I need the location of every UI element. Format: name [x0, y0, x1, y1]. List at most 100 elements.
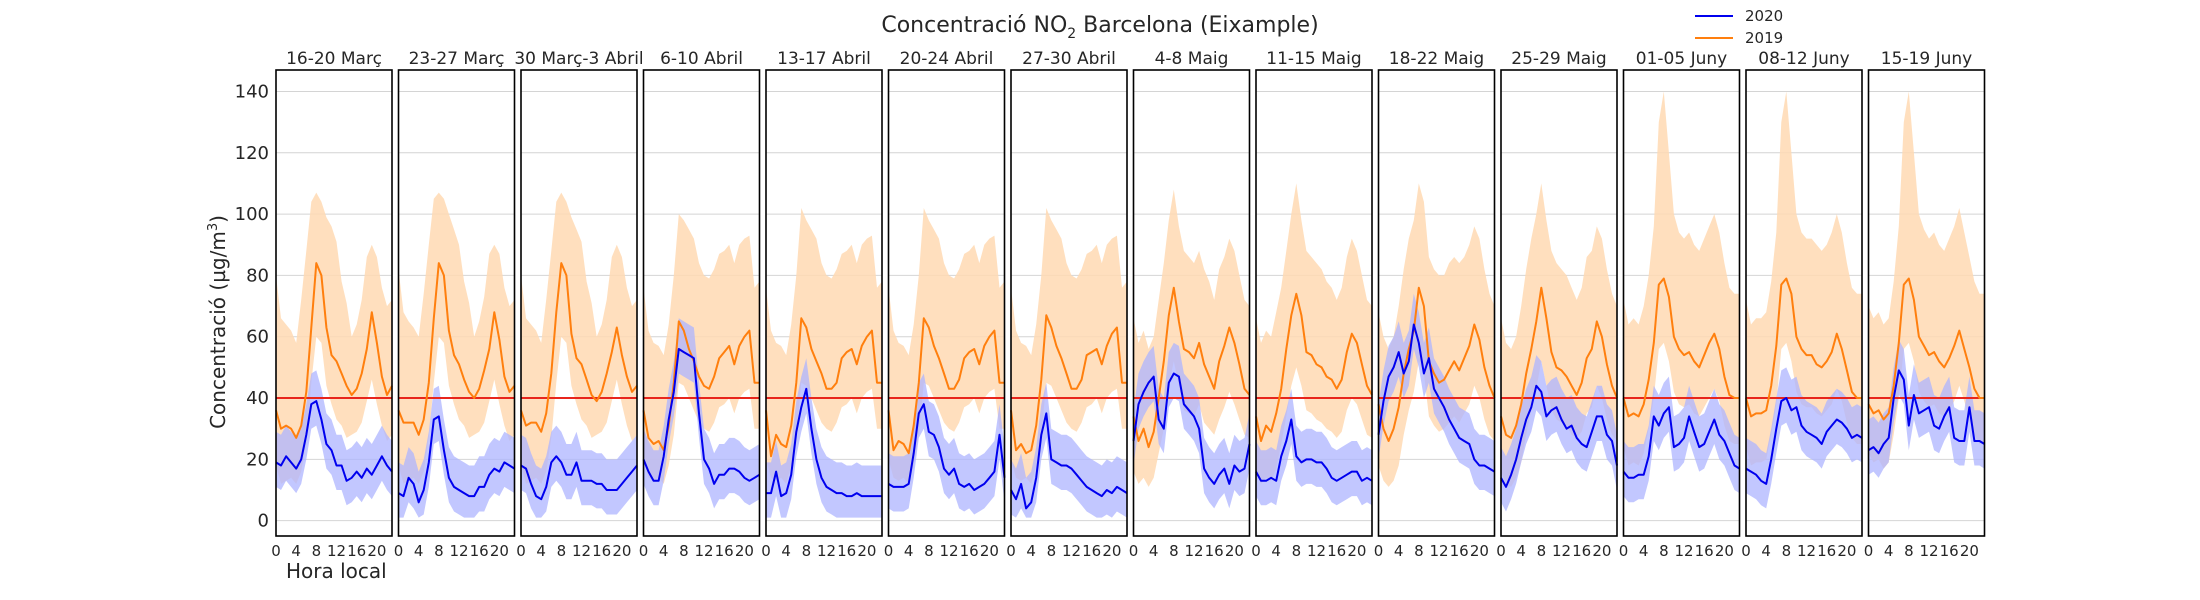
x-tick-label: 4 — [904, 542, 914, 560]
x-tick-label: 0 — [1741, 542, 1751, 560]
x-tick-label: 8 — [802, 542, 812, 560]
x-tick-label: 16 — [1940, 542, 1959, 560]
panel-title: 6-10 Abril — [660, 49, 743, 69]
panel-frame — [275, 69, 393, 537]
x-tick-label: 20 — [1837, 542, 1856, 560]
band-2020 — [888, 373, 1005, 515]
band-2020 — [643, 318, 760, 509]
panel-frame — [887, 69, 1006, 537]
band-2019 — [766, 208, 882, 484]
series-2020-line — [520, 455, 638, 501]
x-tick-label: 0 — [394, 542, 404, 560]
x-tick-label: 4 — [1271, 542, 1281, 560]
series-2020-line — [1377, 323, 1496, 473]
x-tick-label: 20 — [980, 542, 999, 560]
y-tick-label: 0 — [258, 511, 269, 532]
x-tick-label: 8 — [1659, 542, 1669, 560]
x-tick-label: 16 — [1450, 542, 1469, 560]
panel-frame — [1745, 69, 1863, 537]
x-tick-label: 20 — [1347, 542, 1366, 560]
band-2019 — [521, 192, 637, 484]
series-2019-line — [397, 262, 516, 436]
panel: 15-19 Juny 0 4 8 12 16 20 — [1864, 49, 1986, 560]
x-tick-label: 20 — [1470, 542, 1489, 560]
series-2020-line — [1867, 369, 1986, 455]
y-tick-label: 20 — [246, 449, 269, 470]
x-tick-label: 20 — [612, 542, 631, 560]
x-tick-label: 0 — [1129, 542, 1139, 560]
panel-frame — [1010, 69, 1128, 537]
panel: 4-8 Maig 0 4 8 12 16 20 — [1129, 49, 1251, 560]
x-tick-label: 20 — [857, 542, 876, 560]
series-2019-line — [1622, 277, 1740, 418]
x-tick-label: 0 — [1864, 542, 1874, 560]
x-tick-label: 0 — [1006, 542, 1016, 560]
series-2019-line — [1010, 314, 1127, 455]
panel-frame — [1867, 69, 1986, 537]
series-2019-line — [1867, 277, 1985, 421]
panel-frame — [1132, 69, 1251, 537]
panel-title: 25-29 Maig — [1511, 49, 1606, 69]
x-tick-label: 8 — [1782, 542, 1792, 560]
series-2019-line — [765, 317, 882, 458]
panel-title: 08-12 Juny — [1758, 49, 1849, 69]
series-2020-line — [642, 348, 761, 485]
series-2020-line — [1132, 372, 1251, 485]
y-axis-label-superscript: 3 — [206, 223, 221, 231]
y-axis-label: Concentració (µg/m3) — [206, 215, 230, 429]
x-tick-label: 4 — [1761, 542, 1771, 560]
x-tick-label: 8 — [1169, 542, 1179, 560]
x-tick-label: 8 — [1414, 542, 1424, 560]
panel: 30 Març-3 Abril 0 4 8 12 16 20 — [514, 49, 643, 560]
x-tick-label: 12 — [1429, 542, 1448, 560]
series-2019-line — [887, 317, 1005, 455]
panel-title: 15-19 Juny — [1881, 49, 1972, 69]
series-2019-line — [520, 262, 638, 433]
panel-frame — [765, 69, 883, 537]
x-tick-label: 12 — [694, 542, 713, 560]
series-2020-line — [766, 387, 882, 498]
x-tick-label: 8 — [557, 542, 567, 560]
band-2020 — [1746, 367, 1862, 509]
x-tick-label: 20 — [1225, 542, 1244, 560]
y-tick-label: 120 — [235, 143, 269, 164]
x-tick-label: 16 — [592, 542, 611, 560]
panel-frame — [642, 69, 761, 537]
panel-frame — [520, 69, 638, 537]
band-2019 — [1256, 183, 1372, 484]
panel: 13-17 Abril 0 4 8 12 16 20 — [761, 49, 883, 560]
band-2020 — [276, 370, 392, 506]
x-tick-label: 12 — [1552, 542, 1571, 560]
band-2019 — [1623, 91, 1740, 466]
x-tick-label: 4 — [1026, 542, 1036, 560]
x-tick-label: 0 — [1619, 542, 1629, 560]
x-tick-label: 20 — [1715, 542, 1734, 560]
x-tick-label: 0 — [884, 542, 894, 560]
panel-title: 27-30 Abril — [1022, 49, 1116, 69]
x-tick-label: 16 — [1572, 542, 1591, 560]
x-tick-label: 8 — [434, 542, 444, 560]
x-tick-label: 16 — [960, 542, 979, 560]
panel-title: 13-17 Abril — [777, 49, 871, 69]
x-tick-label: 12 — [1307, 542, 1326, 560]
x-tick-label: 4 — [414, 542, 424, 560]
x-tick-label: 0 — [1496, 542, 1506, 560]
x-tick-label: 20 — [1960, 542, 1979, 560]
panel-frame — [1377, 69, 1496, 537]
panel-title: 11-15 Maig — [1266, 49, 1361, 69]
band-2019 — [398, 192, 515, 484]
chart-title: Concentració NO2 Barcelona (Eixample) — [881, 13, 1318, 42]
x-tick-label: 12 — [572, 542, 591, 560]
band-2020 — [766, 358, 882, 518]
panel: 6-10 Abril 0 4 8 12 16 20 — [639, 49, 761, 560]
x-tick-label: 8 — [312, 542, 322, 560]
x-tick-label: 20 — [1592, 542, 1611, 560]
x-axis-label: Hora local — [286, 559, 387, 583]
x-tick-label: 4 — [1884, 542, 1894, 560]
panel-title: 01-05 Juny — [1636, 49, 1727, 69]
panel-title: 30 Març-3 Abril — [514, 49, 643, 69]
panel: 20-24 Abril 0 4 8 12 16 20 — [884, 49, 1006, 560]
series-2019-line — [1500, 286, 1618, 439]
